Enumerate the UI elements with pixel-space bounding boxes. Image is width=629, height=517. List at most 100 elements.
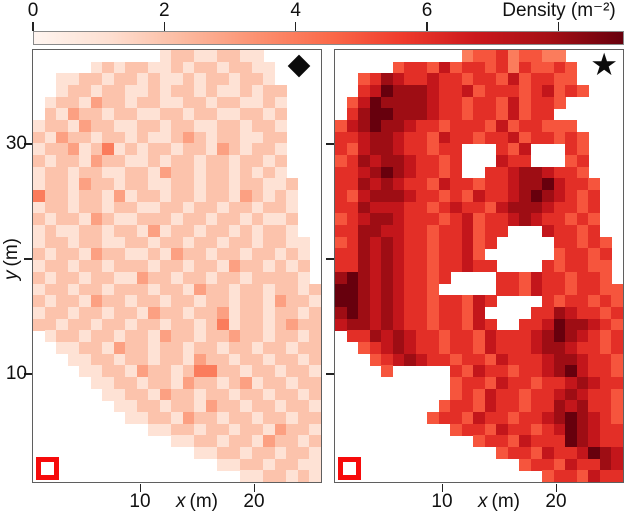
heatmap-cell — [205, 330, 218, 343]
heatmap-cell — [519, 96, 532, 109]
heatmap-cell — [369, 330, 382, 343]
heatmap-cell — [309, 411, 321, 425]
heatmap-cell — [228, 61, 241, 74]
heatmap-cell — [611, 318, 623, 331]
heatmap-cell — [194, 353, 207, 366]
heatmap-cell — [415, 166, 428, 179]
heatmap-cell — [588, 365, 601, 378]
heatmap-cell — [392, 271, 405, 284]
heatmap-cell — [56, 178, 69, 191]
heatmap-cell — [565, 306, 578, 320]
heatmap-cell — [438, 341, 451, 355]
heatmap-cell — [90, 213, 103, 226]
heatmap-cell — [182, 143, 195, 156]
heatmap-cell — [461, 213, 474, 226]
heatmap-cell — [565, 411, 578, 425]
heatmap-cell — [346, 283, 359, 296]
heatmap-cell — [251, 50, 264, 63]
heatmap-cell — [461, 400, 474, 413]
heatmap-cell — [79, 190, 92, 203]
heatmap-cell — [427, 155, 440, 168]
heatmap-cell — [67, 201, 80, 214]
heatmap-cell — [136, 283, 149, 296]
heatmap-cell — [588, 423, 601, 436]
heatmap-cell — [67, 96, 80, 109]
heatmap-cell — [404, 201, 417, 214]
heatmap-cell — [159, 260, 172, 273]
heatmap-cell — [113, 143, 126, 156]
heatmap-cell — [274, 85, 287, 98]
heatmap-cell — [217, 306, 230, 320]
heatmap-cell — [136, 260, 149, 273]
heatmap-cell — [113, 341, 126, 355]
heatmap-cell — [297, 306, 310, 320]
heatmap-cell — [588, 295, 601, 308]
heatmap-cell — [286, 318, 299, 331]
heatmap-cell — [286, 260, 299, 273]
heatmap-cell — [102, 190, 115, 203]
heatmap-cell — [381, 318, 394, 331]
heatmap-cell — [56, 225, 69, 238]
heatmap-cell — [484, 85, 497, 98]
heatmap-cell — [194, 260, 207, 273]
heatmap-cell — [415, 155, 428, 168]
heatmap-cell — [182, 201, 195, 214]
heatmap-cell — [358, 306, 371, 320]
heatmap-cell — [473, 318, 486, 331]
heatmap-cell — [90, 190, 103, 203]
heatmap-cell — [90, 248, 103, 261]
y-tick-label-10: 10 — [5, 363, 27, 384]
heatmap-cell — [274, 295, 287, 308]
heatmap-cell — [33, 236, 46, 249]
heatmap-cell — [90, 330, 103, 343]
heatmap-cell — [346, 190, 359, 203]
heatmap-cell — [576, 388, 589, 401]
heatmap-cell — [286, 423, 299, 436]
heatmap-cell — [309, 318, 321, 331]
heatmap-cell — [530, 108, 543, 121]
heatmap-cell — [182, 411, 195, 425]
heatmap-cell — [297, 295, 310, 308]
heatmap-cell — [530, 458, 543, 471]
heatmap-cell — [309, 446, 321, 460]
heatmap-cell — [136, 388, 149, 401]
heatmap-cell — [286, 190, 299, 203]
heatmap-cell — [44, 318, 57, 331]
heatmap-cell — [228, 96, 241, 109]
heatmap-cell — [438, 108, 451, 121]
heatmap-cell — [415, 96, 428, 109]
heatmap-cell — [611, 306, 623, 320]
heatmap-cell — [542, 108, 555, 121]
heatmap-cell — [346, 318, 359, 331]
heatmap-cell — [171, 96, 184, 109]
heatmap-cell — [205, 108, 218, 121]
heatmap-cell — [484, 365, 497, 378]
heatmap-cell — [438, 236, 451, 249]
x-axis-unit: (m) — [189, 491, 218, 512]
heatmap-cell — [519, 73, 532, 86]
heatmap-cell — [473, 190, 486, 203]
heatmap-cell — [228, 376, 241, 390]
heatmap-cell — [90, 271, 103, 284]
heatmap-cell — [309, 423, 321, 436]
heatmap-cell — [33, 213, 46, 226]
heatmap-cell — [102, 365, 115, 378]
heatmap-cell — [565, 155, 578, 168]
heatmap-cell — [33, 120, 46, 133]
heatmap-cell — [576, 446, 589, 460]
heatmap-cell — [113, 365, 126, 378]
heatmap-cell — [228, 271, 241, 284]
heatmap-cell — [576, 411, 589, 425]
heatmap-cell — [125, 225, 138, 238]
heatmap-cell — [309, 400, 321, 413]
heatmap-cell — [194, 85, 207, 98]
heatmap-cell — [507, 120, 520, 133]
heatmap-cell — [90, 155, 103, 168]
heatmap-cell — [484, 120, 497, 133]
heatmap-cell — [297, 283, 310, 296]
heatmap-cell — [148, 271, 161, 284]
heatmap-cell — [90, 353, 103, 366]
heatmap-cell — [519, 50, 532, 63]
heatmap-cell — [136, 131, 149, 144]
heatmap-cell — [450, 85, 463, 98]
